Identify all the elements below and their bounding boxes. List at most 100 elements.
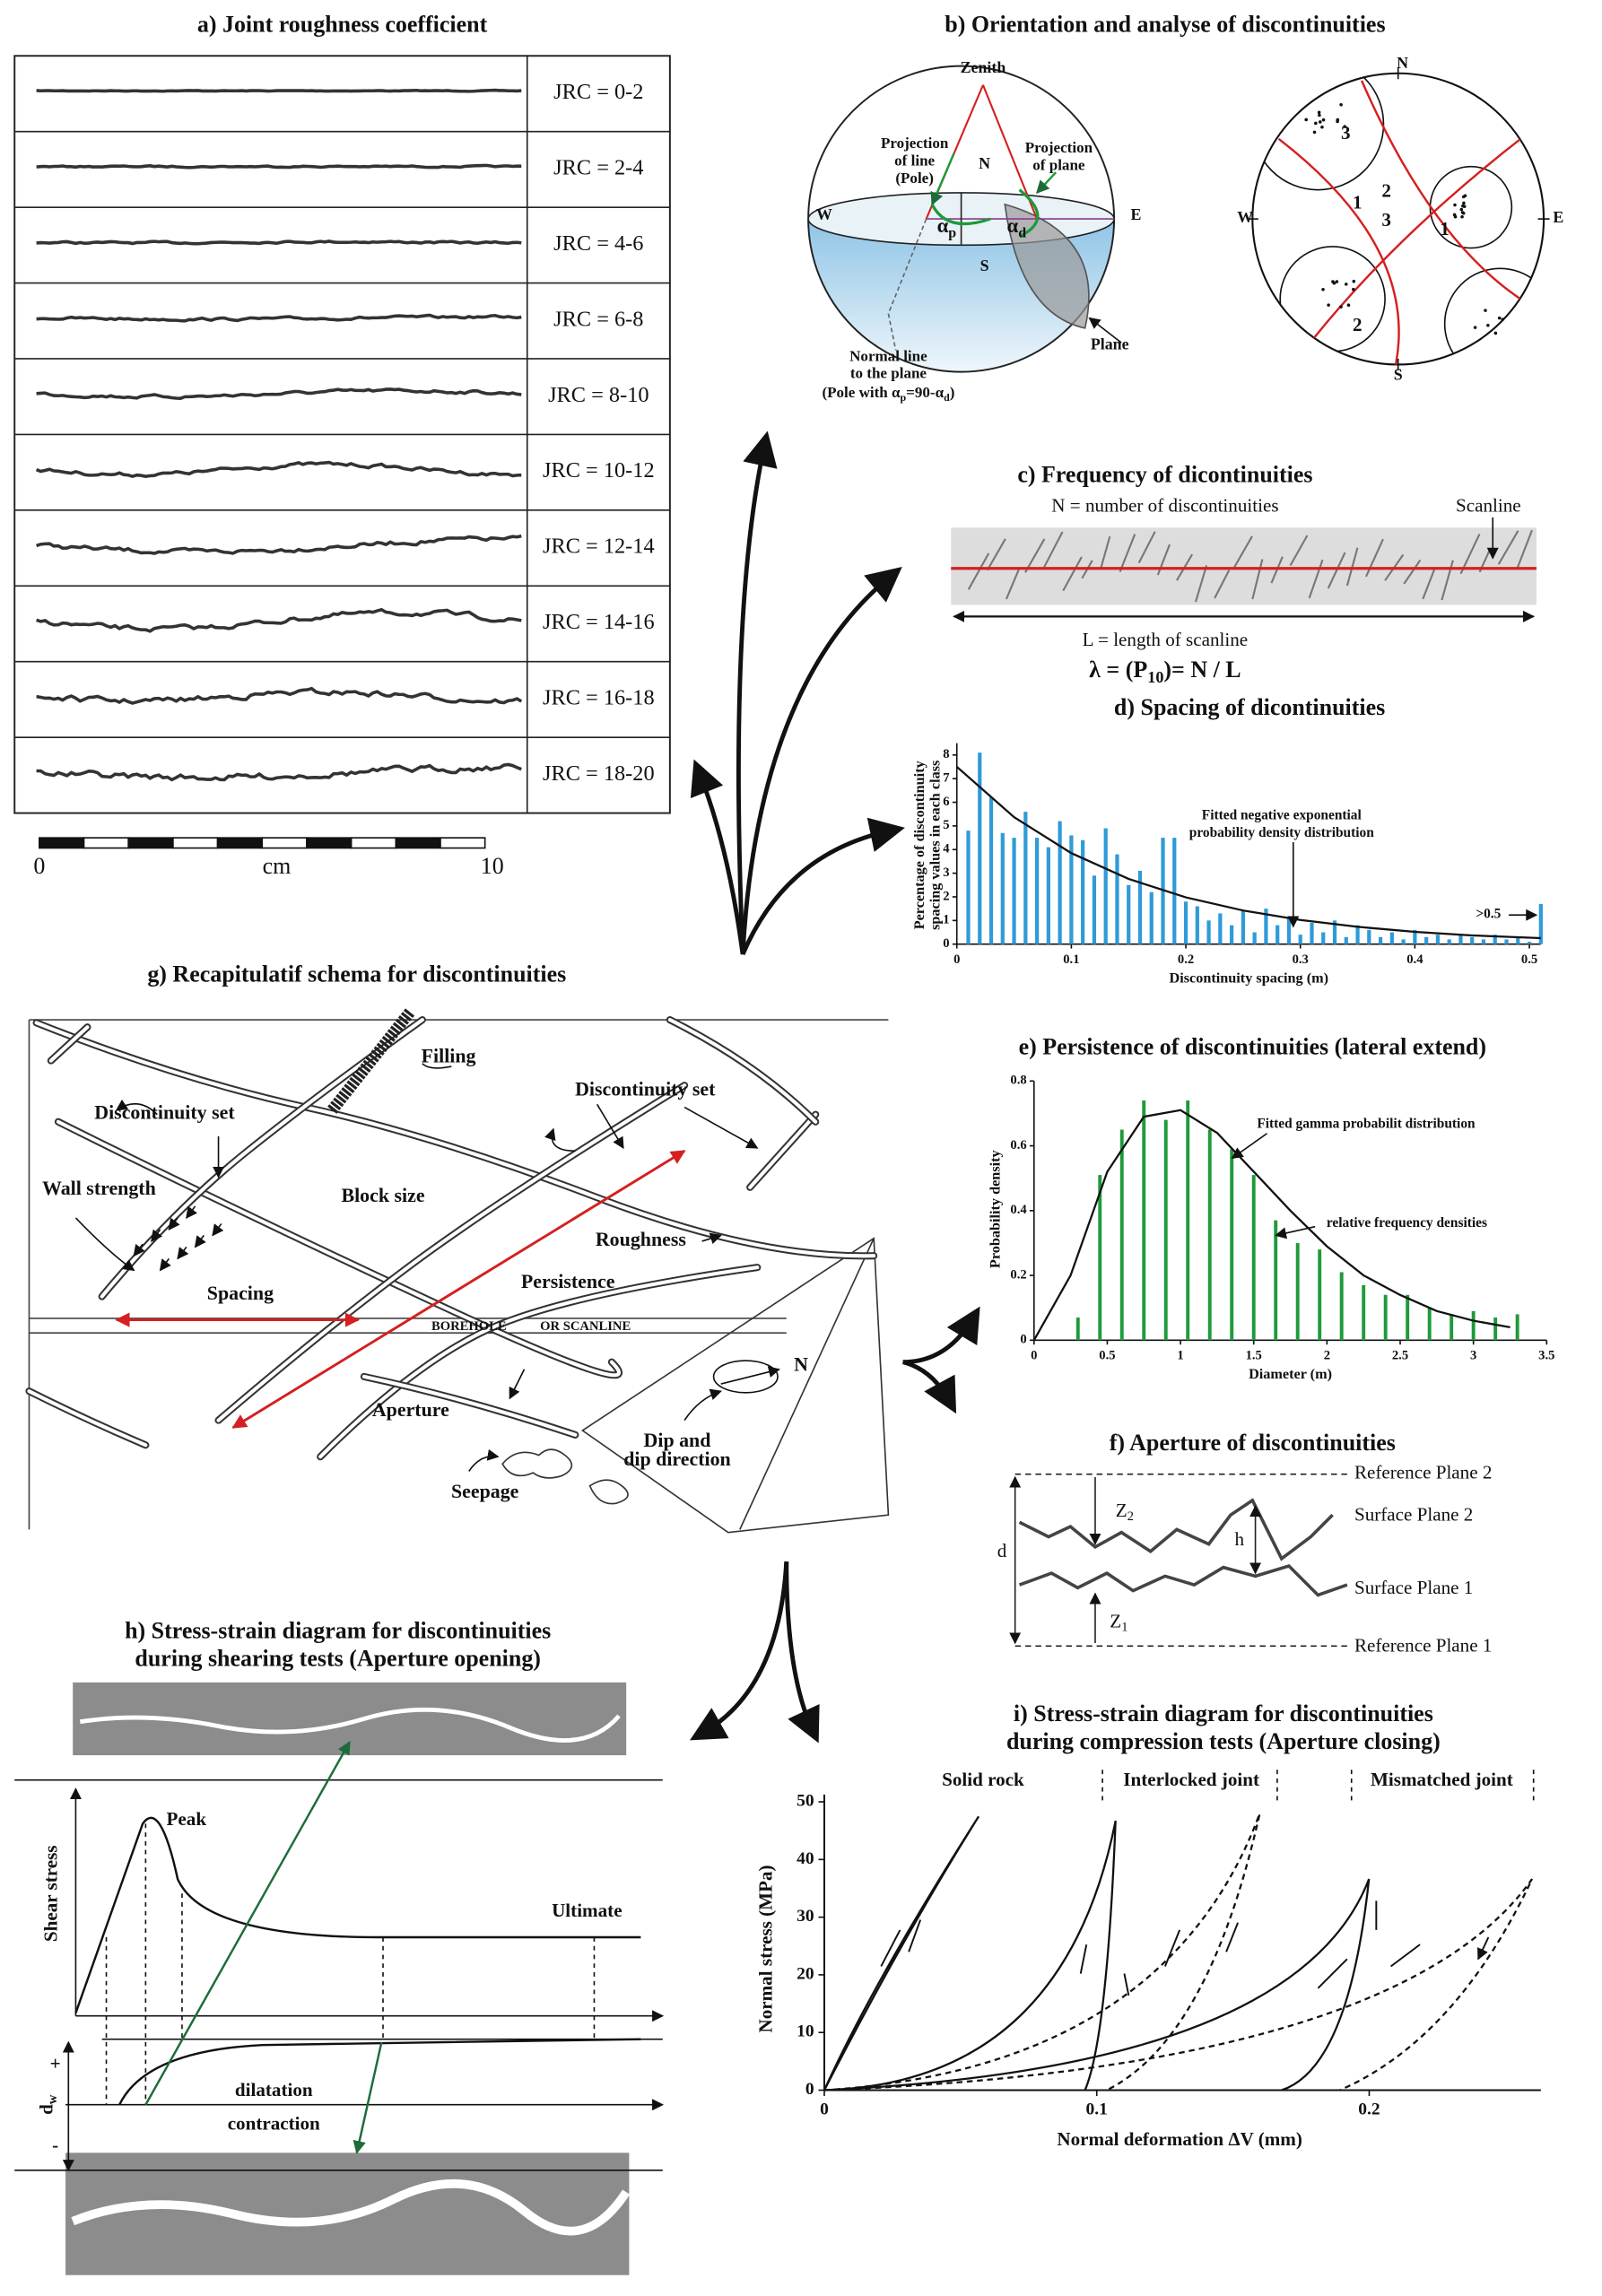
- label: h: [1234, 1528, 1244, 1550]
- pole-dot: [1317, 110, 1321, 115]
- pole-dot: [1459, 207, 1464, 212]
- panel-title: during shearing tests (Aperture opening): [135, 1645, 541, 1671]
- label: W: [1237, 208, 1253, 226]
- bar: [1241, 910, 1245, 944]
- panel-title: d) Spacing of dicontinuities: [1114, 694, 1385, 720]
- label: 3: [1341, 122, 1351, 144]
- label: αd: [1007, 214, 1027, 240]
- pole-dot: [1346, 303, 1351, 307]
- label: E: [1130, 205, 1141, 223]
- y-tick-label: 4: [943, 842, 950, 857]
- label: probability density distribution: [1189, 825, 1374, 840]
- y-tick-label: 0.4: [1010, 1203, 1027, 1217]
- trace: [1516, 529, 1533, 569]
- subscript: 1: [1121, 1621, 1127, 1635]
- pole-dot: [1501, 317, 1505, 321]
- label: +: [50, 2053, 61, 2074]
- panel-title: during compression tests (Aperture closi…: [1006, 1728, 1441, 1754]
- label: of line: [894, 152, 935, 170]
- bar: [1339, 1272, 1344, 1341]
- jrc-label: JRC = 14-16: [543, 610, 655, 634]
- bar: [966, 831, 971, 944]
- wall-arrow: [194, 1234, 206, 1248]
- bar: [1458, 935, 1463, 944]
- roughness-profile: [35, 460, 522, 479]
- scale-label: cm: [263, 853, 292, 879]
- wall-arrow: [159, 1257, 171, 1272]
- bar: [1406, 1294, 1410, 1341]
- trace: [1232, 535, 1253, 570]
- label: >0.5: [1476, 907, 1501, 922]
- bar: [1127, 884, 1131, 944]
- roughness-profile: [36, 239, 522, 246]
- bar: [1318, 1249, 1322, 1341]
- trace: [986, 538, 1006, 571]
- y-tick-label: 50: [797, 1791, 814, 1810]
- shear-diagram: [14, 1682, 665, 2275]
- label: 1: [1440, 218, 1450, 239]
- wall-arrow: [133, 1243, 145, 1257]
- x-axis-label: Diameter (m): [1249, 1366, 1332, 1382]
- y-tick-label: 10: [797, 2022, 814, 2041]
- bar: [1119, 1129, 1124, 1341]
- pole-dot: [1473, 326, 1477, 329]
- bar: [1401, 939, 1406, 944]
- panel-title: i) Stress-strain diagram for discontinui…: [1014, 1700, 1433, 1726]
- scale-segment: [306, 837, 353, 849]
- bar: [1218, 913, 1223, 944]
- bar: [1447, 939, 1451, 944]
- label: Z2: [1116, 1500, 1134, 1525]
- y-tick-label: 0: [943, 936, 949, 951]
- bar: [1383, 1294, 1388, 1341]
- x-tick-label: 0: [1031, 1349, 1037, 1363]
- crack: [666, 1016, 820, 1126]
- subscript: 2: [1127, 1510, 1134, 1525]
- label: dilatation: [235, 2079, 313, 2100]
- y-tick-label: 3: [943, 865, 949, 880]
- trace: [1005, 567, 1021, 600]
- scale-label: 10: [481, 853, 504, 879]
- panel-title: f) Aperture of discontinuities: [1110, 1430, 1396, 1456]
- flow-arrows: [690, 430, 980, 1744]
- crack-void: [748, 1112, 818, 1189]
- text-part: α: [1007, 214, 1019, 237]
- label: Mismatched joint: [1371, 1769, 1513, 1790]
- bar: [1069, 835, 1074, 944]
- trace: [1497, 530, 1519, 565]
- x-tick-label: 0.2: [1178, 952, 1194, 967]
- label: Roughness: [596, 1228, 686, 1250]
- bar: [1515, 1314, 1519, 1341]
- annotation-arrow: [1231, 1133, 1268, 1160]
- bar: [1115, 854, 1119, 944]
- x-tick-label: 3: [1470, 1349, 1476, 1363]
- subscript: p: [901, 391, 907, 404]
- pole-dot: [1339, 305, 1343, 309]
- pointer: [544, 1127, 576, 1152]
- y-tick-label: 20: [797, 1964, 814, 1983]
- y-tick-label: 8: [943, 747, 949, 761]
- bar: [1183, 901, 1188, 944]
- jrc-label: JRC = 0-2: [553, 80, 643, 104]
- scale-segment: [39, 837, 85, 849]
- bar: [1481, 939, 1486, 944]
- bar: [1058, 821, 1062, 944]
- pole-dot: [1493, 331, 1498, 335]
- pointer: [74, 1217, 135, 1272]
- pole-dot: [1332, 281, 1336, 285]
- label: contraction: [228, 2112, 320, 2134]
- pointer: [509, 1369, 526, 1400]
- label: N: [1397, 54, 1408, 72]
- compass: [712, 1360, 779, 1394]
- label: Block size: [341, 1184, 424, 1206]
- jrc-label: JRC = 2-4: [553, 156, 643, 180]
- x-tick-label: 3.5: [1538, 1349, 1554, 1363]
- y-axis-label: Normal stress (MPa): [755, 1865, 777, 2032]
- bar: [1413, 929, 1417, 944]
- subscript: d: [944, 391, 950, 404]
- bar: [978, 752, 982, 944]
- label: (Pole with αp=90-αd): [822, 384, 954, 404]
- label: dip direction: [623, 1448, 731, 1470]
- pointer: [115, 1099, 158, 1116]
- pole-dot: [1352, 287, 1355, 291]
